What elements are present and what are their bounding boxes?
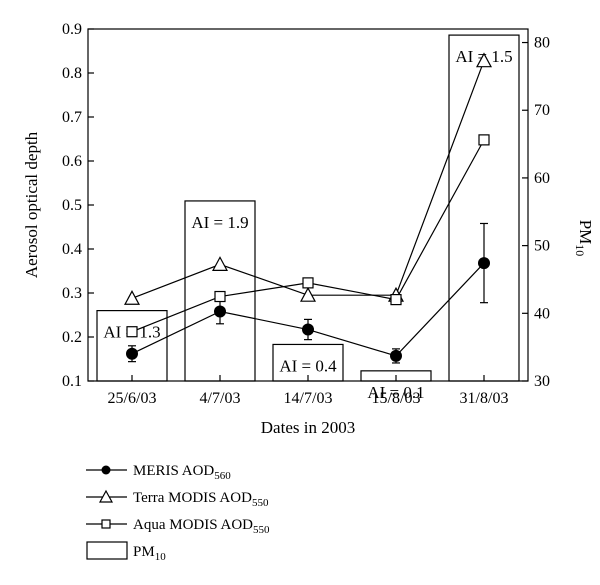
ai-label: AI = 0.4 bbox=[279, 356, 337, 375]
x-tick-label: 14/7/03 bbox=[284, 390, 333, 407]
y2-axis-title: PM10 bbox=[573, 220, 595, 257]
pm10-bars: AI = 1.3AI = 1.9AI = 0.4AI = 0.1AI = 1.5 bbox=[96, 34, 520, 402]
ai-label: AI = 1.9 bbox=[191, 213, 248, 232]
legend-item-terra: Terra MODIS AOD550 bbox=[86, 489, 269, 509]
pm10-bar bbox=[272, 343, 344, 382]
x-tick-label: 31/8/03 bbox=[460, 390, 509, 407]
y2-tick-label: 30 bbox=[534, 373, 550, 390]
y-tick-label: 0.4 bbox=[62, 241, 82, 258]
legend-terra-label-main: Terra MODIS AOD bbox=[133, 490, 252, 506]
y-tick-label: 0.1 bbox=[62, 373, 82, 390]
y-tick-label: 0.2 bbox=[62, 329, 82, 346]
y-tick-label: 0.5 bbox=[62, 197, 82, 214]
legend: MERIS AOD560 Terra MODIS AOD550 Aqua MOD… bbox=[86, 463, 270, 563]
legend-terra-label: Terra MODIS AOD550 bbox=[133, 490, 269, 509]
y-axis-title: Aerosol optical depth bbox=[22, 131, 41, 278]
meris-point bbox=[302, 323, 314, 336]
legend-item-pm10: PM10 bbox=[86, 541, 166, 563]
x-tick-label: 4/7/03 bbox=[200, 390, 241, 407]
y-tick-label: 0.9 bbox=[62, 21, 82, 38]
legend-aqua-marker-icon bbox=[101, 519, 111, 529]
y-tick-label: 0.6 bbox=[62, 153, 82, 170]
y-tick-label: 0.8 bbox=[62, 65, 82, 82]
ai-label: AI = 0.1 bbox=[367, 383, 424, 402]
terra-point bbox=[211, 256, 229, 271]
legend-meris-label-main: MERIS AOD bbox=[133, 463, 214, 479]
y2-tick-label: 40 bbox=[534, 305, 550, 322]
aqua-point bbox=[126, 326, 138, 338]
legend-aqua-label-sub: 550 bbox=[253, 524, 270, 536]
meris-point bbox=[214, 305, 226, 318]
legend-aqua-label: Aqua MODIS AOD550 bbox=[133, 517, 270, 536]
left-axis: 0.1 0.2 0.3 0.4 0.5 0.6 0.7 0.8 0.9 bbox=[62, 21, 94, 390]
terra-point bbox=[123, 290, 141, 305]
terra-point bbox=[475, 52, 493, 68]
aod-series bbox=[123, 52, 493, 364]
legend-aqua-label-main: Aqua MODIS AOD bbox=[133, 517, 253, 533]
legend-pm10-label-main: PM bbox=[133, 544, 155, 560]
y2-tick-label: 80 bbox=[534, 35, 550, 52]
pm10-bar bbox=[448, 34, 520, 382]
aqua-point bbox=[478, 134, 490, 146]
y2-axis-title-main: PM bbox=[576, 220, 595, 245]
y2-axis-title-sub: 10 bbox=[573, 244, 587, 256]
legend-pm10-label-sub: 10 bbox=[155, 551, 167, 563]
aqua-point bbox=[302, 277, 314, 289]
y2-tick-label: 60 bbox=[534, 170, 550, 187]
legend-terra-label-sub: 550 bbox=[252, 497, 269, 509]
y-tick-label: 0.3 bbox=[62, 285, 82, 302]
x-axis-title: Dates in 2003 bbox=[261, 418, 355, 437]
legend-pm10-swatch-icon bbox=[86, 541, 128, 560]
x-tick-label: 25/6/03 bbox=[108, 390, 157, 407]
meris-point bbox=[126, 347, 138, 360]
aqua-point bbox=[390, 294, 402, 306]
right-axis: 30 40 50 60 70 80 bbox=[522, 35, 550, 390]
legend-meris-label-sub: 560 bbox=[214, 470, 231, 482]
legend-meris-label: MERIS AOD560 bbox=[133, 463, 231, 482]
meris-point bbox=[478, 257, 490, 270]
y2-tick-label: 50 bbox=[534, 238, 550, 255]
meris-point bbox=[390, 349, 402, 362]
y-tick-label: 0.7 bbox=[62, 109, 82, 126]
legend-item-aqua: Aqua MODIS AOD550 bbox=[86, 517, 270, 536]
legend-meris-marker-icon bbox=[101, 465, 111, 475]
legend-pm10-label: PM10 bbox=[133, 544, 166, 563]
terra-point bbox=[299, 286, 317, 302]
x-axis: 25/6/03 4/7/03 14/7/03 15/8/03 31/8/03 bbox=[108, 375, 509, 407]
y2-tick-label: 70 bbox=[534, 102, 550, 119]
aqua-point bbox=[214, 290, 226, 303]
legend-terra-marker-icon bbox=[98, 489, 114, 503]
legend-item-meris: MERIS AOD560 bbox=[86, 463, 231, 482]
x-tick-label: 15/8/03 bbox=[372, 390, 421, 407]
